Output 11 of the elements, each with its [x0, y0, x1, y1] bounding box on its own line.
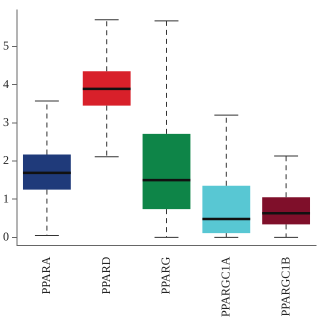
x-tick-label: PPARD [98, 256, 113, 294]
y-tick-label: 4 [3, 76, 9, 91]
y-tick-label: 2 [3, 153, 9, 168]
x-tick-label: PPARGC1A [218, 256, 232, 318]
x-tick-label: PPARA [39, 256, 54, 294]
y-tick-label: 5 [3, 38, 9, 53]
y-tick-label: 0 [3, 230, 9, 244]
x-tick-label: PPARGC1B [278, 256, 292, 316]
y-tick-label: 3 [3, 114, 9, 129]
y-tick-label: 1 [3, 191, 9, 206]
x-tick-label: PPARG [158, 256, 173, 294]
